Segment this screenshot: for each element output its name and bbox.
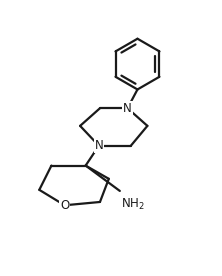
Text: O: O (60, 199, 69, 212)
Text: NH$_2$: NH$_2$ (121, 197, 145, 212)
Text: N: N (95, 139, 103, 152)
Text: N: N (123, 102, 132, 115)
